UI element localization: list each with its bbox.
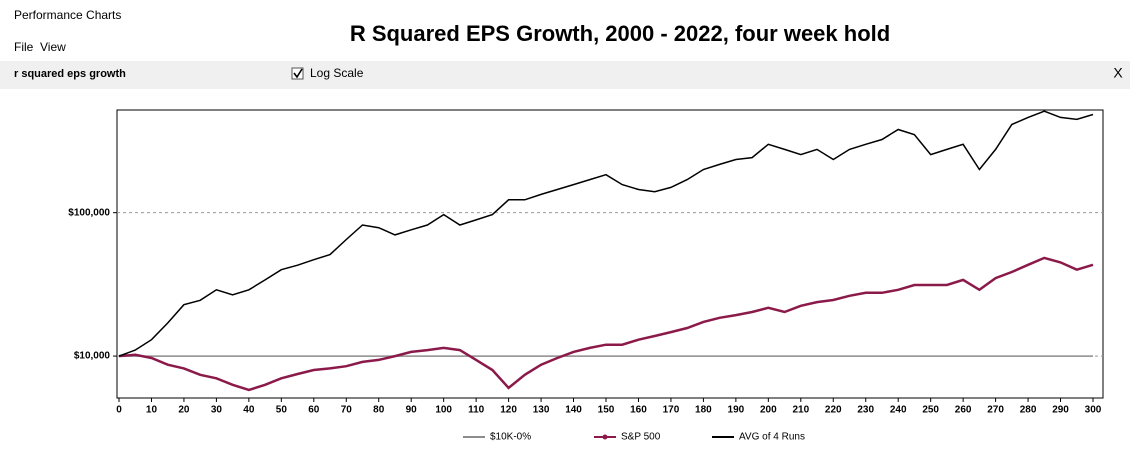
y-tick-label: $10,000: [74, 351, 111, 362]
x-tick-label: 300: [1085, 405, 1102, 416]
toolbar-name: r squared eps growth: [14, 68, 126, 80]
x-tick-label: 180: [695, 405, 712, 416]
legend-label: $10K-0%: [490, 432, 531, 443]
x-tick-label: 110: [468, 405, 485, 416]
x-tick-label: 160: [630, 405, 647, 416]
menu-item[interactable]: View: [40, 40, 66, 54]
x-tick-label: 80: [373, 405, 385, 416]
x-tick-label: 60: [308, 405, 320, 416]
x-tick-label: 250: [922, 405, 939, 416]
toolbar: [0, 61, 1130, 89]
x-tick-label: 130: [533, 405, 550, 416]
x-tick-label: 70: [341, 405, 353, 416]
x-tick-label: 50: [276, 405, 288, 416]
chart-title: R Squared EPS Growth, 2000 - 2022, four …: [350, 21, 890, 46]
x-tick-label: 20: [178, 405, 190, 416]
checkbox-label[interactable]: Log Scale: [310, 66, 364, 80]
x-tick-label: 40: [243, 405, 255, 416]
x-tick-label: 270: [987, 405, 1004, 416]
x-tick-label: 280: [1020, 405, 1037, 416]
x-tick-label: 170: [663, 405, 680, 416]
x-tick-label: 90: [406, 405, 418, 416]
plot-frame: [116, 109, 1104, 399]
x-tick-label: 190: [728, 405, 745, 416]
series-line: [118, 256, 1094, 392]
x-tick-label: 220: [825, 405, 842, 416]
x-tick-label: 260: [955, 405, 972, 416]
x-tick-label: 10: [146, 405, 158, 416]
checkbox-check: [293, 68, 303, 79]
y-tick-label: $100,000: [68, 207, 110, 218]
x-tick-label: 210: [792, 405, 809, 416]
menu-item[interactable]: File: [14, 40, 34, 54]
series-line: [118, 110, 1094, 357]
checkbox[interactable]: [291, 67, 304, 80]
plot: $10,000 $100,000 0 10 20 30 40 50 60 70 80 90 100 110…: [68, 110, 1103, 416]
window-title: Performance Charts: [14, 8, 121, 22]
close-button[interactable]: X: [1113, 65, 1123, 81]
x-tick-label: 140: [565, 405, 582, 416]
x-tick-label: 150: [598, 405, 615, 416]
x-tick-label: 100: [435, 405, 452, 416]
x-tick-label: 120: [500, 405, 517, 416]
legend-label: AVG of 4 Runs: [739, 432, 805, 443]
x-tick-label: 230: [857, 405, 874, 416]
x-tick-label: 0: [116, 405, 122, 416]
legend-label: S&P 500: [621, 432, 661, 443]
x-tick-label: 290: [1052, 405, 1069, 416]
legend-marker: [602, 434, 608, 440]
x-tick-label: 30: [211, 405, 223, 416]
x-tick-label: 200: [760, 405, 777, 416]
x-tick-label: 240: [890, 405, 907, 416]
